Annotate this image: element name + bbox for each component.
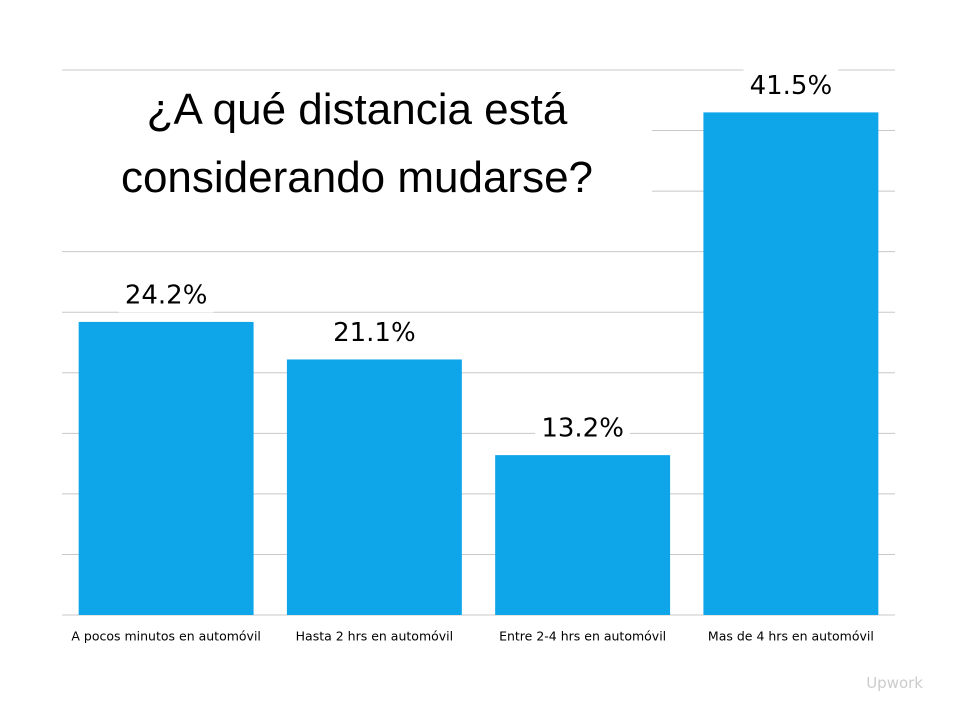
value-label: 21.1%	[333, 318, 416, 348]
value-label: 13.2%	[541, 414, 624, 444]
bar	[495, 455, 671, 615]
value-label-background	[535, 411, 630, 446]
value-label-background	[743, 68, 839, 103]
value-label: 24.2%	[125, 280, 208, 310]
chart-title: ¿A qué distancia está considerando mudar…	[62, 72, 652, 220]
watermark: Upwork	[866, 674, 923, 692]
bar	[703, 112, 879, 615]
value-label: 41.5%	[750, 71, 833, 101]
x-tick-label: Hasta 2 hrs en automóvil	[296, 629, 453, 644]
x-tick-label: A pocos minutos en automóvil	[71, 629, 261, 644]
bar	[286, 359, 462, 615]
x-tick-label: Mas de 4 hrs en automóvil	[708, 629, 874, 644]
value-label-background	[118, 278, 214, 313]
bar	[78, 321, 254, 615]
value-label-background	[327, 315, 422, 350]
x-tick-label: Entre 2-4 hrs en automóvil	[499, 629, 666, 644]
